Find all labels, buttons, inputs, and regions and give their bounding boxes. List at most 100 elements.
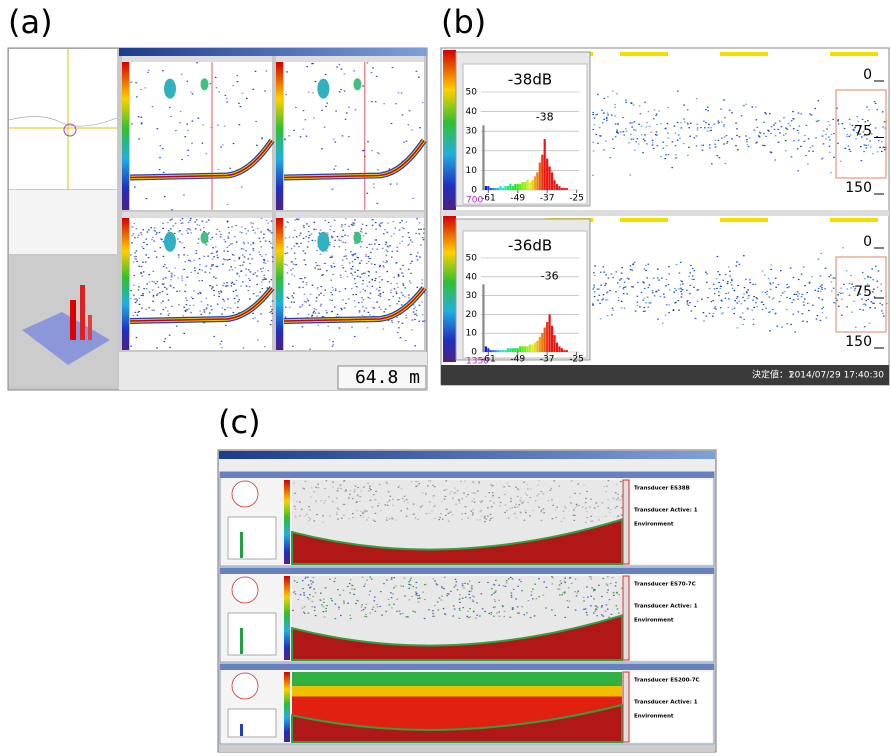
echo: [190, 229, 192, 230]
echo: [270, 306, 272, 307]
echo: [230, 168, 232, 169]
echo: [653, 278, 655, 279]
echo: [375, 239, 377, 240]
bar: [492, 350, 494, 352]
echo: [849, 295, 851, 296]
echo: [331, 280, 333, 281]
color-bar: [122, 218, 129, 350]
echo: [249, 263, 251, 264]
echo: [320, 293, 322, 294]
echo: [644, 311, 646, 312]
echo: [364, 290, 366, 291]
echo: [495, 592, 497, 593]
echo: [397, 332, 399, 333]
echo: [181, 159, 183, 160]
echo: [413, 611, 415, 612]
echo: [160, 145, 162, 146]
echo: [371, 72, 373, 73]
echo: [536, 598, 538, 599]
echo: [258, 295, 260, 296]
echo: [726, 143, 728, 144]
echo: [757, 127, 759, 128]
echo: [728, 298, 730, 299]
echo: [141, 308, 143, 309]
echo: [390, 292, 392, 293]
echo: [771, 126, 773, 127]
echo: [798, 293, 800, 294]
echo: [294, 219, 296, 220]
echo: [571, 583, 573, 584]
echo: [543, 508, 545, 509]
echo: [831, 282, 833, 283]
echo: [392, 322, 394, 323]
marker: [720, 218, 768, 222]
echo: [192, 298, 194, 299]
echo: [183, 194, 185, 195]
echo: [299, 515, 301, 516]
echo: [621, 588, 623, 589]
echo: [515, 487, 517, 488]
echo: [360, 491, 362, 492]
echo: [196, 62, 198, 63]
echo: [644, 102, 646, 103]
echo: [374, 597, 376, 598]
echo: [605, 516, 607, 517]
echo: [354, 300, 356, 301]
echo: [625, 102, 627, 103]
echo: [167, 294, 169, 295]
echo: [829, 139, 831, 140]
echo: [401, 488, 403, 489]
echo: [511, 595, 513, 596]
echo: [181, 234, 183, 235]
echo: [872, 279, 874, 280]
echo: [148, 307, 150, 308]
echo: [252, 318, 254, 319]
echo: [618, 133, 620, 134]
y-tick-label: 10: [466, 166, 478, 176]
echo: [804, 141, 806, 142]
echo: [324, 127, 326, 128]
echo: [432, 485, 434, 486]
echo: [352, 513, 354, 514]
echo: [136, 250, 138, 251]
echo: [269, 281, 271, 282]
echo: [211, 264, 213, 265]
echo: [210, 306, 212, 307]
echo: [253, 248, 255, 249]
echo: [484, 516, 486, 517]
echo: [256, 275, 258, 276]
echo: [140, 117, 142, 118]
echo: [453, 605, 455, 606]
echo: [219, 231, 221, 232]
echo: [338, 240, 340, 241]
echo: [380, 223, 382, 224]
echo: [355, 485, 357, 486]
echo: [321, 286, 323, 287]
echo: [603, 272, 605, 273]
echo: [765, 113, 767, 114]
echo: [157, 293, 159, 294]
echo: [236, 280, 238, 281]
echo: [713, 313, 715, 314]
echo: [232, 85, 234, 86]
echo: [358, 496, 360, 497]
echo: [206, 266, 208, 267]
echo: [400, 269, 402, 270]
echo: [365, 256, 367, 257]
echo: [322, 274, 324, 275]
echo: [259, 238, 261, 239]
echo: [498, 497, 500, 498]
echo: [224, 126, 226, 127]
echo: [706, 316, 708, 317]
echo: [496, 612, 498, 613]
echo: [374, 521, 376, 522]
echo: [703, 320, 705, 321]
echo: [346, 113, 348, 114]
echo: [341, 226, 343, 227]
echo: [216, 87, 218, 88]
echo: [762, 309, 764, 310]
echo: [504, 611, 506, 612]
echo: [459, 610, 461, 611]
echo: [492, 495, 494, 496]
echo: [153, 271, 155, 272]
